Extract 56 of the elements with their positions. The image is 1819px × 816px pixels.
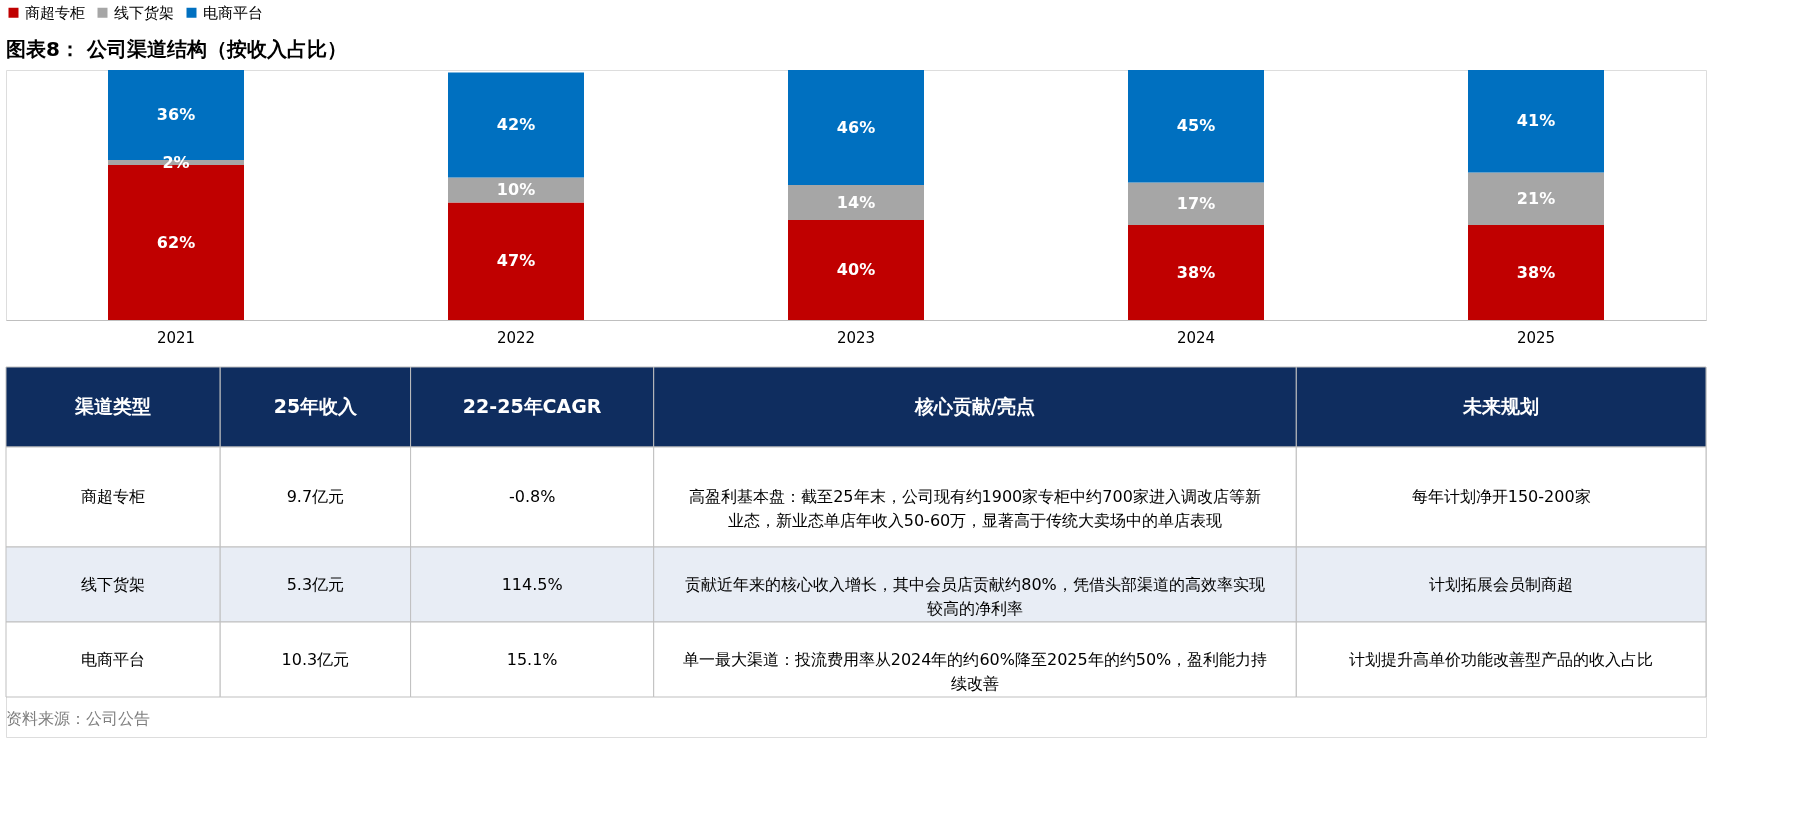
bar (448, 177, 584, 203)
text: 高盈利基本盘：截至25年末，公司现有约1900家专柜中约700家进入调改店等新业态，新业态单店年收入50-60万，显著高于传统大卖场中的单店表现 (689, 487, 1261, 530)
x-tick-label: 2025 (1516, 328, 1556, 347)
category-label: 22-25年CAGR (462, 395, 602, 417)
bar (1128, 225, 1264, 320)
category-label: 核心贡献/亮点 (913, 395, 1036, 417)
bar (1468, 225, 1604, 320)
x-tick-label: 2024 (1176, 328, 1216, 347)
text: 单一最大渠道：投流费用率从2024年的约60%降至2025年的约50%，盈利能力持续改善 (682, 649, 1268, 693)
bar (788, 220, 924, 320)
bar (1128, 182, 1264, 225)
text: 贡献近年来的核心收入增长，其中会员店贡献约80%，凭借头部渠道的高效率实现较高的净利率 (685, 574, 1265, 618)
text: 9.7亿元 (286, 487, 345, 506)
text: 5.3亿元 (286, 574, 345, 594)
text: 资料来源：公司公告 (6, 709, 150, 728)
text: 计划提升高单价功能改善型产品的收入占比 (1349, 649, 1654, 669)
text: 每年计划净开150-200家 (1411, 487, 1591, 506)
data-label: 62% (156, 232, 196, 252)
bar (788, 70, 924, 185)
text: 10.3亿元 (281, 649, 350, 669)
text: -0.8% (508, 487, 556, 506)
x-tick-label: 2022 (496, 328, 536, 347)
category-label: 25年收入 (273, 395, 359, 417)
text: 15.1% (506, 649, 558, 669)
legend-label: 商超专柜 (25, 3, 85, 22)
data-label: 38% (1516, 262, 1556, 282)
data-label: 41% (1516, 111, 1556, 131)
legend-label: 线下货架 (114, 3, 174, 22)
chart-title: 图表8： 公司渠道结构（按收入占比） (6, 37, 347, 61)
text: 计划拓展会员制商超 (1429, 574, 1574, 594)
bar (1128, 70, 1264, 183)
category-label: 渠道类型 (74, 395, 152, 417)
data-label: 46% (836, 117, 876, 137)
data-label: 40% (836, 260, 876, 279)
data-label: 47% (496, 251, 536, 271)
category-label: 未来规划 (1462, 395, 1540, 417)
bar (1468, 172, 1604, 225)
data-label: 38% (1176, 262, 1216, 282)
text: 商超专柜 (81, 487, 146, 506)
data-label: 10% (496, 180, 536, 199)
text: 114.5% (501, 574, 563, 594)
bar (788, 185, 924, 220)
bar (448, 72, 584, 178)
bar (1468, 70, 1604, 173)
data-label: 21% (1516, 188, 1556, 208)
bar (448, 202, 584, 320)
legend-label: 电商平台 (203, 3, 263, 22)
data-label: 36% (156, 105, 196, 124)
text: 电商平台 (81, 649, 146, 669)
data-label: 17% (1176, 193, 1216, 213)
data-label: 45% (1176, 116, 1216, 136)
x-tick-label: 2021 (156, 328, 196, 347)
data-label: 42% (496, 115, 536, 134)
data-label: 14% (836, 192, 876, 212)
x-tick-label: 2023 (836, 328, 876, 347)
text: 线下货架 (81, 574, 146, 594)
